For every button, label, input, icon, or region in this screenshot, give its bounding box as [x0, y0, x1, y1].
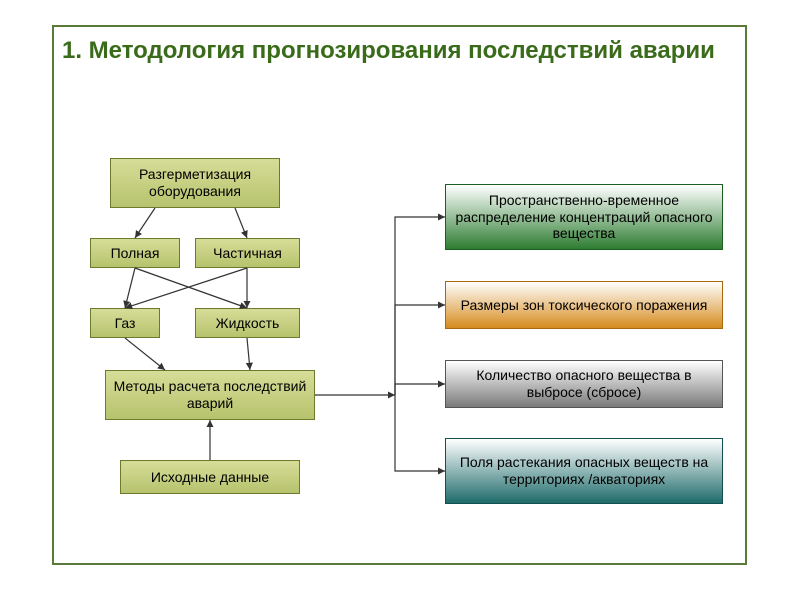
node-n3: Частичная: [195, 238, 300, 268]
node-n1: Разгерметизация оборудования: [110, 158, 280, 208]
node-n6: Методы расчета последствий аварий: [105, 370, 315, 420]
node-r1: Пространственно-временное распределение …: [445, 184, 723, 250]
node-n2: Полная: [90, 238, 180, 268]
node-r3: Количество опасного вещества в выбросе (…: [445, 360, 723, 408]
page-title: 1. Методология прогнозирования последств…: [62, 35, 742, 67]
node-n7: Исходные данные: [120, 460, 300, 494]
node-r2: Размеры зон токсического поражения: [445, 281, 723, 329]
node-r4: Поля растекания опасных веществ на терри…: [445, 438, 723, 504]
node-n5: Жидкость: [195, 308, 300, 338]
node-n4: Газ: [90, 308, 160, 338]
